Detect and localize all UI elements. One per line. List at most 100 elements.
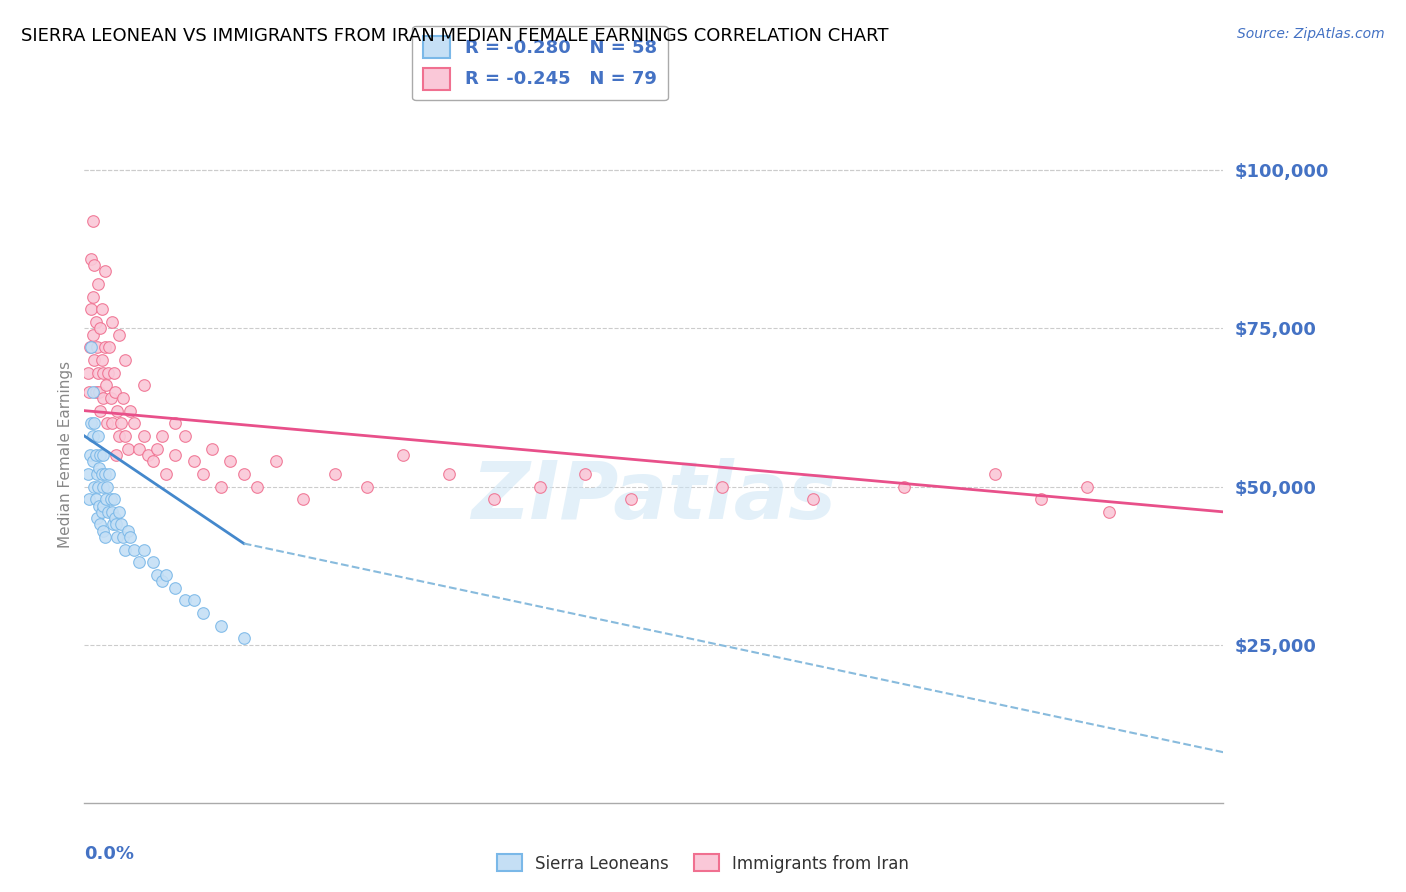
Point [114,429,136,443]
Point [232,632,254,646]
Point [89,517,111,532]
Point [91,524,114,538]
Point [117,442,139,456]
Text: 0.0%: 0.0% [84,845,135,863]
Point [96,479,118,493]
Point [83,479,105,493]
Point [84,492,107,507]
Point [87,366,110,380]
Point [93,499,115,513]
Point [90,353,112,368]
Point [98,340,121,354]
Point [89,321,111,335]
Point [232,467,254,481]
Point [124,542,146,557]
Point [165,417,187,431]
Point [191,467,214,481]
Point [209,618,232,632]
Point [484,492,506,507]
Point [150,429,173,443]
Point [93,391,115,405]
Point [103,366,125,380]
Point [103,492,125,507]
Y-axis label: Median Female Earnings: Median Female Earnings [58,361,73,549]
Point [86,511,108,525]
Point [114,353,136,368]
Point [93,448,115,462]
Point [146,442,169,456]
Point [96,417,118,431]
Point [89,403,111,417]
Point [142,454,165,468]
Point [87,479,110,493]
Point [392,448,415,462]
Legend: R = -0.280   N = 58, R = -0.245   N = 79: R = -0.280 N = 58, R = -0.245 N = 79 [412,26,668,101]
Point [94,340,117,354]
Point [82,454,104,468]
Point [82,429,104,443]
Point [87,277,110,292]
Point [246,479,269,493]
Point [79,340,101,354]
Point [264,454,287,468]
Point [94,264,117,278]
Point [110,417,132,431]
Point [128,442,150,456]
Point [146,568,169,582]
Point [183,593,205,607]
Point [94,467,117,481]
Point [201,442,224,456]
Point [1029,492,1052,507]
Point [84,448,107,462]
Point [107,327,129,342]
Point [82,290,104,304]
Point [86,340,108,354]
Point [80,252,103,266]
Point [105,403,128,417]
Point [101,517,124,532]
Point [437,467,460,481]
Point [173,429,195,443]
Point [173,593,195,607]
Point [620,492,643,507]
Point [77,366,100,380]
Point [112,530,135,544]
Point [155,568,177,582]
Point [82,384,104,399]
Point [82,214,104,228]
Text: SIERRA LEONEAN VS IMMIGRANTS FROM IRAN MEDIAN FEMALE EARNINGS CORRELATION CHART: SIERRA LEONEAN VS IMMIGRANTS FROM IRAN M… [21,27,889,45]
Point [97,366,120,380]
Point [1098,505,1121,519]
Point [132,429,155,443]
Point [100,391,122,405]
Point [574,467,596,481]
Point [87,460,110,475]
Point [84,384,107,399]
Point [80,302,103,317]
Point [118,530,141,544]
Point [105,448,128,462]
Point [87,384,110,399]
Point [165,581,187,595]
Point [219,454,242,468]
Point [90,302,112,317]
Point [89,448,111,462]
Point [86,467,108,481]
Point [136,448,159,462]
Point [155,467,177,481]
Point [114,542,136,557]
Point [183,454,205,468]
Point [100,315,122,329]
Point [79,448,101,462]
Point [107,429,129,443]
Point [105,517,128,532]
Point [112,391,135,405]
Point [94,530,117,544]
Point [118,403,141,417]
Point [80,417,103,431]
Point [105,530,128,544]
Point [711,479,734,493]
Point [124,417,146,431]
Point [801,492,824,507]
Point [893,479,915,493]
